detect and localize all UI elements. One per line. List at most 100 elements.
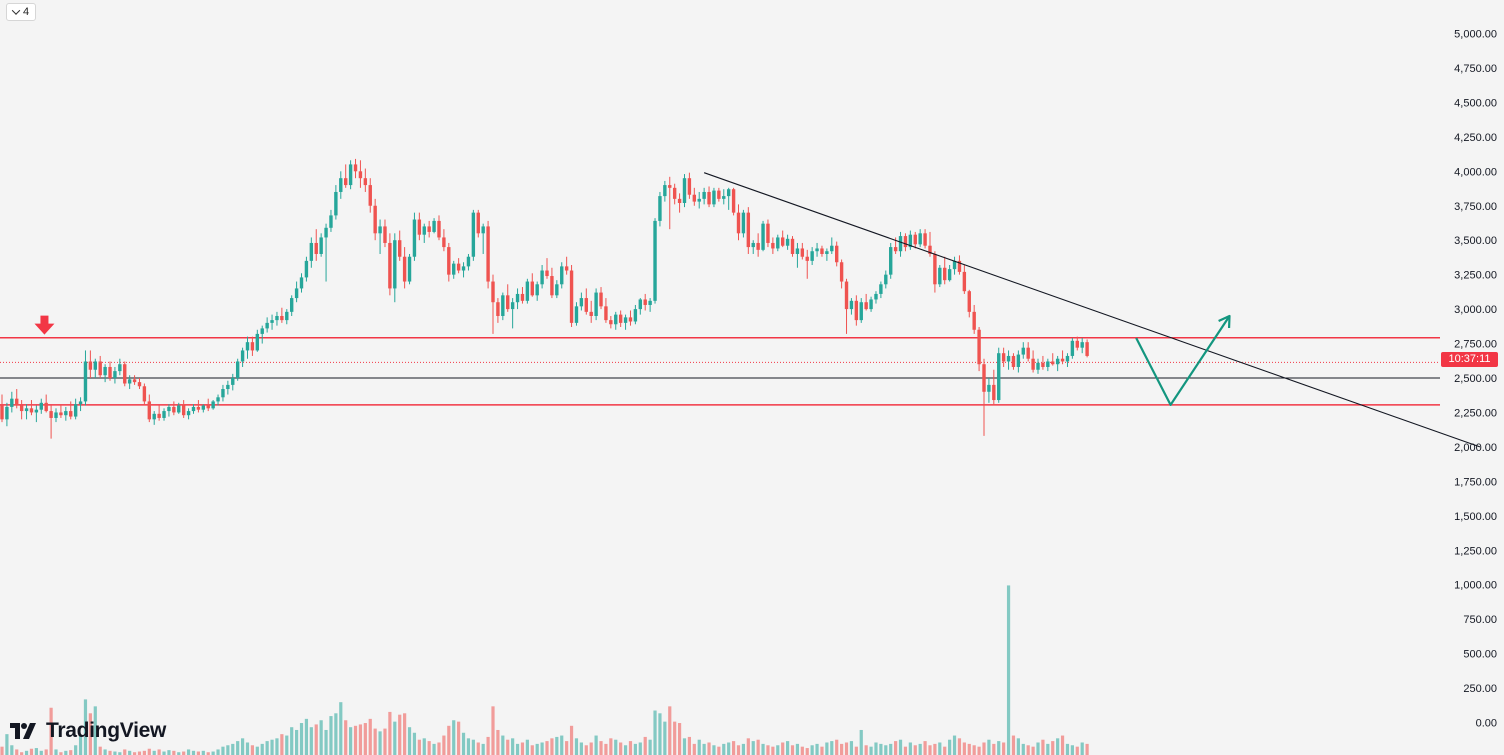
volume-bar [191, 750, 196, 755]
volume-bar [481, 743, 485, 755]
volume-bar [908, 742, 912, 755]
volume-bar [923, 741, 927, 755]
candle-body [672, 187, 677, 199]
candle-body [294, 288, 299, 299]
volume-bar [314, 724, 318, 755]
candle-body [348, 164, 353, 186]
volume-bar [840, 743, 844, 755]
volume-bar [918, 743, 922, 755]
volume-bar [378, 731, 382, 755]
volume-bar [1021, 743, 1025, 755]
volume-bar [736, 745, 741, 755]
candle-body [810, 251, 814, 261]
volume-bar [658, 713, 662, 755]
candle-body [839, 262, 844, 282]
volume-bar [849, 741, 854, 755]
candle-body [373, 205, 377, 234]
volume-bar [741, 743, 746, 755]
volume-bar [545, 741, 549, 755]
candle-body [874, 293, 878, 300]
brand-name: TradingView [46, 719, 167, 742]
candle-body [54, 412, 58, 418]
volume-bar [1002, 742, 1006, 755]
price-axis-label: 3,250.00 [1454, 270, 1497, 282]
volume-bar [221, 746, 225, 755]
candle-body [466, 256, 471, 267]
price-axis-label: 4,500.00 [1454, 97, 1497, 109]
candle-body [78, 401, 83, 405]
candle-body [353, 164, 358, 172]
volume-bar [864, 745, 868, 755]
price-axis-label: 750.00 [1463, 614, 1497, 626]
candle-body [123, 364, 127, 384]
candle-body [162, 411, 166, 418]
price-axis-label: 5,000.00 [1454, 29, 1497, 41]
volume-bar [388, 711, 392, 755]
candle-body [1021, 347, 1025, 355]
volume-bar [412, 732, 417, 755]
volume-bar [928, 745, 932, 755]
price-axis-label: 1,250.00 [1454, 545, 1497, 557]
volume-bar [363, 723, 367, 755]
volume-bar [226, 745, 230, 755]
volume-bar [290, 727, 294, 755]
candle-body [44, 402, 48, 412]
volume-bar [0, 746, 4, 755]
volume-bar [776, 745, 780, 755]
candle-body [344, 178, 348, 186]
volume-bar [54, 749, 58, 755]
volume-bar [830, 741, 834, 755]
volume-bar [383, 728, 387, 755]
candle-body [564, 266, 569, 271]
volume-bar [854, 746, 858, 755]
volume-bar [623, 745, 628, 755]
volume-bar [520, 742, 525, 755]
volume-bar [334, 713, 338, 755]
candle-body [766, 223, 770, 243]
volume-bar [766, 745, 770, 755]
candle-body [722, 196, 726, 199]
volume-bar [967, 743, 971, 755]
volume-bar [653, 710, 657, 755]
candle-body [265, 322, 269, 329]
volume-bar [1051, 741, 1055, 755]
candle-body [869, 299, 873, 310]
candle-body [943, 267, 947, 281]
volume-bar [496, 729, 500, 755]
volume-bar [756, 739, 760, 755]
chevron-down-icon [11, 6, 21, 15]
candle-body [569, 270, 574, 323]
volume-bar [437, 742, 441, 755]
candle-body [859, 302, 863, 321]
candle-body [196, 406, 201, 410]
volume-bar [5, 734, 9, 755]
volume-bar [648, 739, 652, 755]
candle-body [712, 190, 716, 205]
tradingview-icon [10, 723, 36, 739]
volume-bar [427, 741, 431, 755]
volume-bar [800, 746, 804, 755]
volume-bar [344, 720, 348, 755]
candle-body [604, 306, 608, 321]
candle-body [594, 292, 598, 316]
candle-body [1011, 355, 1016, 367]
price-axis-label: 2,750.00 [1454, 339, 1497, 351]
volume-bar [668, 706, 672, 755]
price-axis-label: 2,250.00 [1454, 407, 1497, 419]
candle-body [240, 350, 245, 362]
volume-bar [555, 736, 559, 755]
interval-toggle[interactable]: 4 [6, 3, 37, 21]
candle-body [515, 293, 520, 303]
candle-body [231, 378, 235, 385]
volume-bar [216, 749, 220, 755]
candle-body [1016, 354, 1021, 367]
candle-body [309, 242, 314, 261]
candle-body [668, 185, 672, 188]
candle-body [1041, 362, 1045, 367]
candle-body [928, 245, 932, 254]
volume-bar [270, 739, 274, 755]
candle-body [697, 198, 701, 202]
volume-bar [943, 746, 947, 755]
candle-body [24, 408, 29, 412]
